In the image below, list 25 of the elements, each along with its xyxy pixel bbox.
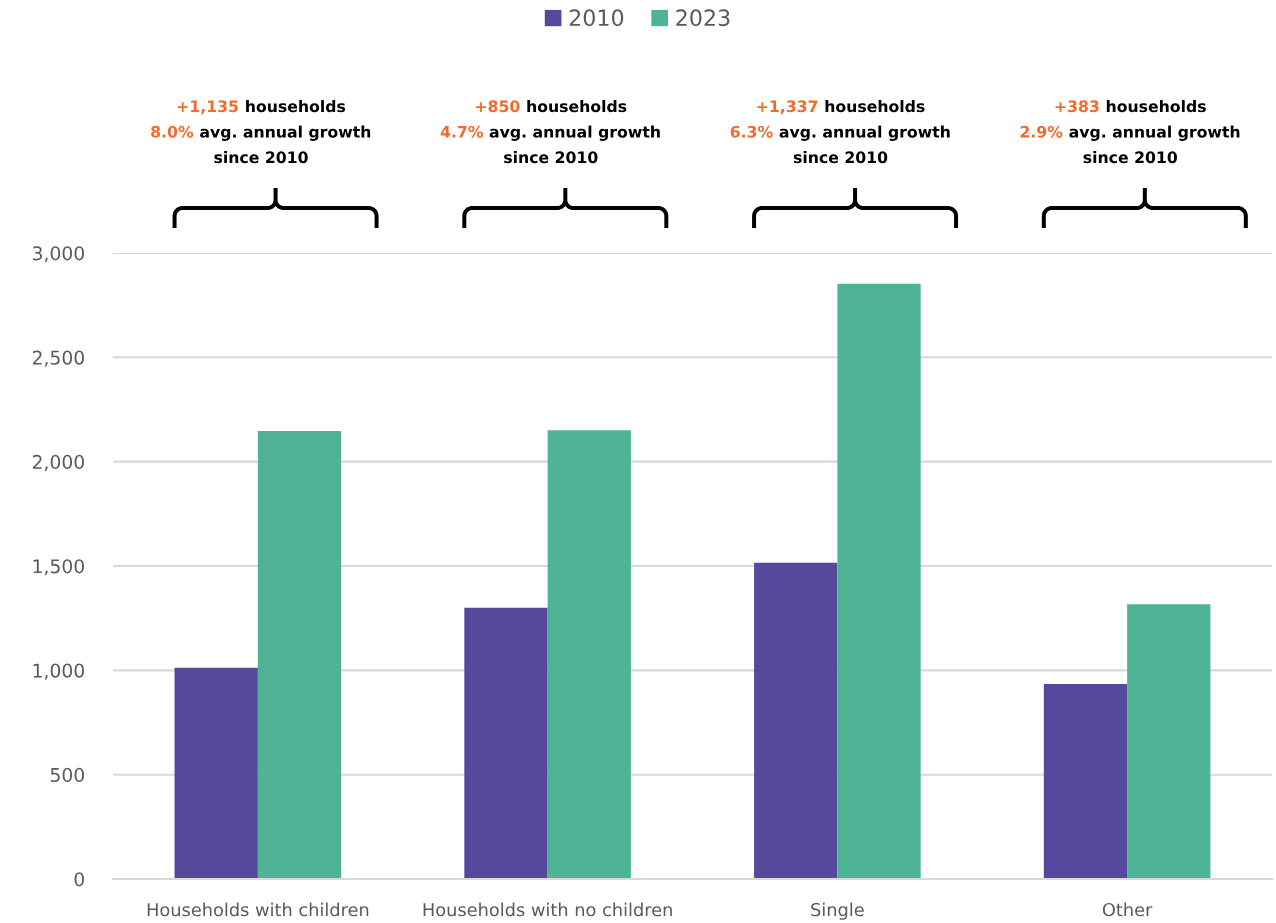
y-tick-label: 2,500 [32,350,84,367]
bar [174,667,258,879]
y-tick-label: 0 [74,872,84,887]
bar [754,562,838,879]
bar [464,607,548,879]
x-tick-label: Households with no children [423,902,672,917]
y-tick-label: 500 [50,767,84,783]
text: +1,337 households 6.3% avg. annual growth since 2010 [730,100,950,164]
legend-label: 2010 [569,9,624,27]
x-tick-label: Single [811,902,864,920]
y-tick-label: 3,000 [32,246,84,263]
bar [1127,604,1211,879]
text: +1,135 households 8.0% avg. annual growth since 2010 [151,100,371,164]
bar [547,430,631,879]
x-tick-label: Other [1102,902,1153,917]
x-tick-label: Households with children [147,902,369,917]
y-tick-label: 1,500 [33,559,84,576]
y-tick-label: 2,000 [32,454,84,471]
bar [1043,684,1128,879]
text: +383 households 2.9% avg. annual growth since 2010 [1020,100,1240,164]
bar [837,283,921,879]
text: +850 households 4.7% avg. annual growth since 2010 [440,100,660,164]
bar [257,430,342,879]
y-tick-label: 1,000 [33,663,84,680]
legend-label: 2023 [676,9,730,27]
